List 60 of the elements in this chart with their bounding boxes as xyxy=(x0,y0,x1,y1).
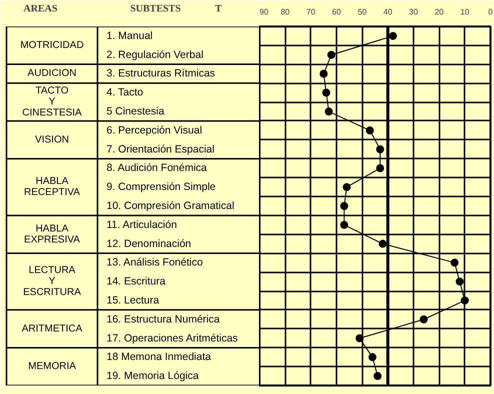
point xyxy=(450,258,459,267)
text: TACTO Y CINESTESIA xyxy=(22,86,82,119)
x-tick-label: 70 xyxy=(306,8,316,16)
y-tick-label: 12. Denominación xyxy=(106,238,192,250)
text: MEMORIA xyxy=(28,361,76,372)
point xyxy=(320,70,328,78)
y-tick-label: 19. Memoria Lógica xyxy=(106,370,199,382)
y-tick-label: 14. Escritura xyxy=(106,276,166,288)
y-tick-label: 6. Percepción Visual xyxy=(106,124,202,136)
y-tick-label: 1. Manual xyxy=(106,30,153,42)
y-tick-label: 17. Operaciones Aritméticas xyxy=(106,332,238,344)
point xyxy=(340,202,348,210)
x-tick-label: 30 xyxy=(409,8,418,16)
point xyxy=(356,334,364,342)
point xyxy=(368,353,376,362)
x-tick-label: 80 xyxy=(280,8,290,16)
y-tick-label: 8. Audición Fonémica xyxy=(106,162,208,174)
point xyxy=(340,220,348,229)
point xyxy=(324,108,333,116)
x-tick-label: 0 xyxy=(488,8,494,16)
point xyxy=(342,183,351,192)
point xyxy=(456,278,464,286)
point xyxy=(327,50,336,59)
text: MOTRICIDAD xyxy=(20,40,84,51)
y-tick-label: 5 Cinestesia xyxy=(106,106,164,118)
y-tick-label: 2. Regulación Verbal xyxy=(106,48,204,61)
y-tick-label: 7. Orientación Espacial xyxy=(106,143,214,156)
x-tick-label: 20 xyxy=(434,8,444,16)
point xyxy=(420,315,428,324)
y-tick-label: 18 Memona Inmediata xyxy=(106,351,212,364)
x-tick-label: 10 xyxy=(460,8,470,16)
x-tick-label: 60 xyxy=(332,8,342,16)
x-tick-label: 50 xyxy=(358,8,368,16)
y-tick-label: 13. Análisis Fonético xyxy=(106,256,203,269)
point xyxy=(322,88,330,97)
point xyxy=(376,145,384,154)
y-tick-label: 10. Compresión Gramatical xyxy=(106,200,234,212)
point xyxy=(366,126,374,134)
y-tick-label: 9. Comprensión Simple xyxy=(106,181,216,194)
text: AREAS xyxy=(24,4,58,14)
point xyxy=(374,372,382,380)
x-axis-title: T xyxy=(215,4,222,14)
point xyxy=(376,164,384,172)
text: AUDICION xyxy=(28,68,76,80)
text: HABLA EXPRESIVA xyxy=(24,223,80,246)
point xyxy=(378,240,387,248)
text: LECTURA Y ESCRITURA xyxy=(23,265,82,298)
y-tick-label: 16. Estructura Numérica xyxy=(106,313,220,326)
y-tick-label: 11. Articulación xyxy=(106,218,178,231)
y-tick-label: 15. Lectura xyxy=(106,294,160,306)
point xyxy=(460,296,469,304)
x-tick-label: 90 xyxy=(260,8,269,16)
y-axis-title: SUBTESTS xyxy=(130,4,182,14)
text: ARITMETICA xyxy=(22,323,83,334)
text: HABLA RECEPTIVA xyxy=(24,176,80,198)
x-tick-label: 40 xyxy=(383,8,393,16)
y-tick-label: 4. Tacto xyxy=(106,86,144,99)
text: VISION xyxy=(35,134,69,146)
point xyxy=(388,32,397,40)
y-tick-label: 3. Estructuras Rítmicas xyxy=(106,68,216,80)
